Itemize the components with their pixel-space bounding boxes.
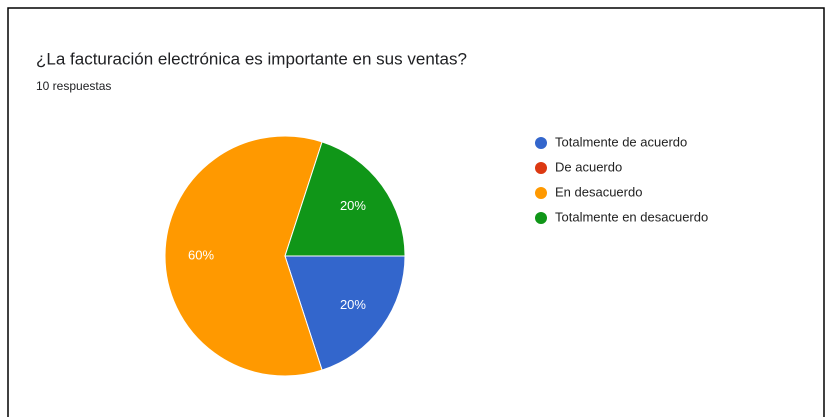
data-label: 20% xyxy=(340,198,366,213)
chart-title: ¿La facturación electrónica es important… xyxy=(36,49,467,68)
pie-slice xyxy=(284,255,406,371)
legend-label: En desacuerdo xyxy=(555,184,642,199)
data-label: 20% xyxy=(340,297,366,312)
pie-slice xyxy=(284,141,406,257)
legend-label: Totalmente en desacuerdo xyxy=(555,209,708,224)
chart-subtitle: 10 respuestas xyxy=(36,79,111,93)
frame xyxy=(7,7,825,417)
legend-swatch xyxy=(535,162,547,174)
legend-label: Totalmente de acuerdo xyxy=(555,134,687,149)
legend-swatch xyxy=(535,137,547,149)
data-label: 60% xyxy=(188,247,214,262)
legend-label: De acuerdo xyxy=(555,159,622,174)
pie-slice xyxy=(164,135,323,377)
legend-swatch xyxy=(535,212,547,224)
legend-swatch xyxy=(535,187,547,199)
